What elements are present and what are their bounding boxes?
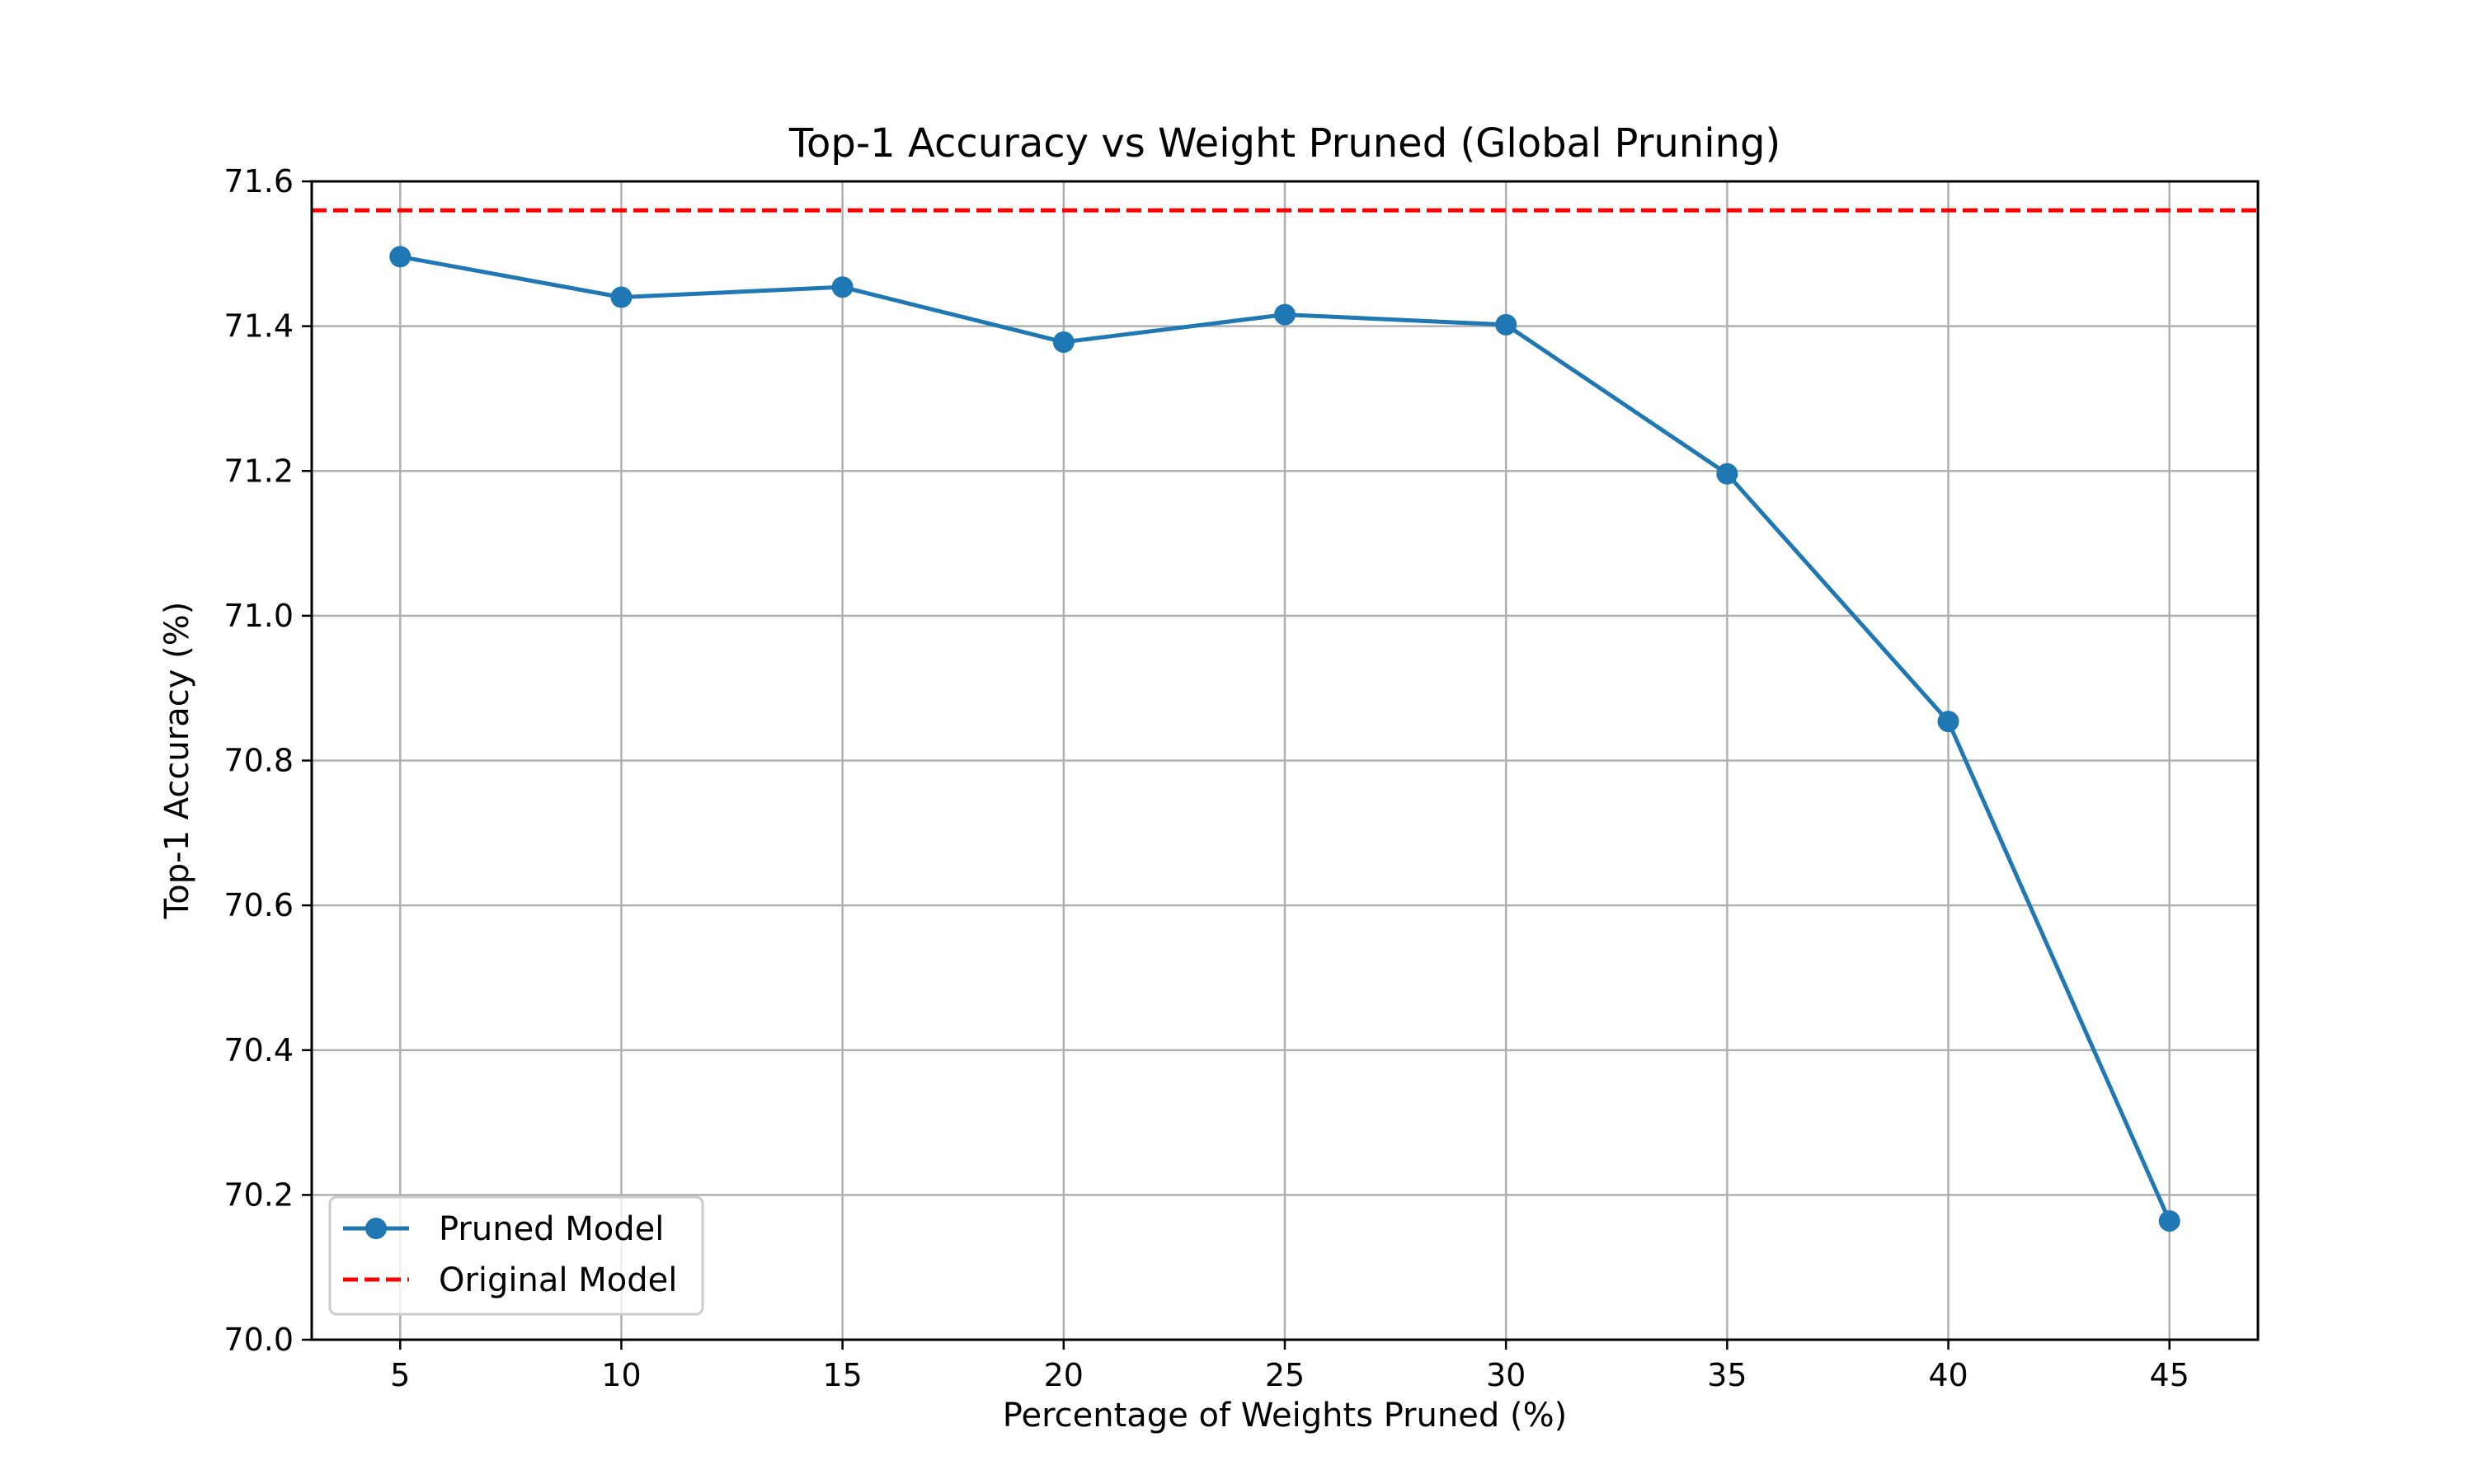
series-markers [389,246,2180,1232]
y-tick-label: 71.4 [223,308,294,345]
x-tick-label: 35 [1707,1357,1747,1393]
y-tick-label: 70.4 [223,1032,294,1068]
legend-pruned-marker [365,1218,387,1239]
x-tick-label: 15 [822,1357,862,1393]
y-tick-label: 70.2 [223,1176,294,1213]
y-axis-label: Top-1 Accuracy (%) [158,602,196,920]
x-tick-label: 20 [1044,1357,1084,1393]
data-point [1937,711,1959,733]
chart-title: Top-1 Accuracy vs Weight Pruned (Global … [788,120,1780,167]
legend: Pruned Model Original Model [328,1195,704,1316]
x-axis-label: Percentage of Weights Pruned (%) [1003,1397,1567,1435]
data-point [389,246,412,268]
x-tick-label: 10 [601,1357,641,1393]
x-tick-label: 45 [2150,1357,2189,1393]
legend-label-pruned: Pruned Model [439,1210,664,1248]
y-tick-label: 71.2 [223,453,294,489]
data-point [610,286,633,308]
x-tick-label: 40 [1928,1357,1968,1393]
x-tick-label: 5 [390,1357,410,1393]
x-tick-label: 25 [1265,1357,1305,1393]
x-tick-label: 30 [1486,1357,1526,1393]
y-tick-label: 71.6 [223,163,294,200]
y-tick-label: 71.0 [223,598,294,634]
data-point [1495,313,1517,336]
data-point [1716,463,1738,485]
data-point [831,276,854,298]
y-tick-label: 70.0 [223,1322,294,1358]
y-tick-label: 70.6 [223,887,294,923]
legend-label-original: Original Model [439,1261,677,1299]
data-point [1052,331,1075,353]
legend-box [328,1195,704,1316]
data-point [1274,303,1296,326]
data-point [2158,1209,2180,1232]
y-tick-label: 70.8 [223,743,294,779]
axis-ticks: 5 10 15 20 25 30 35 40 45 70.0 70.2 70.4 70.6 70.8 71.… [223,163,2189,1393]
